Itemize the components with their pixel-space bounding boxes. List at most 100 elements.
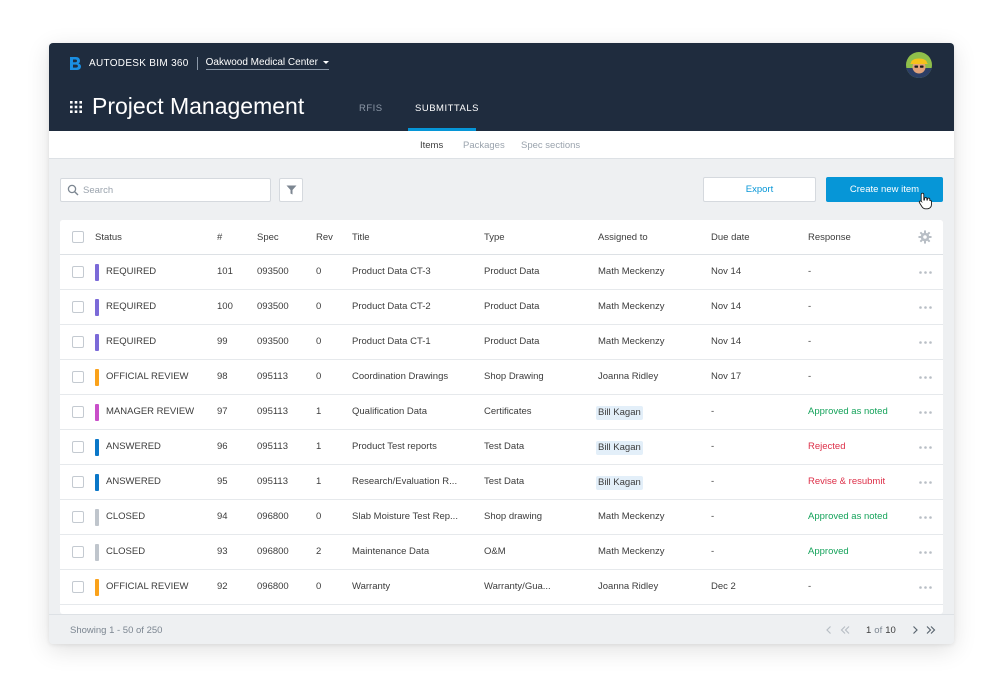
column-header-due-date[interactable]: Due date <box>711 232 750 243</box>
more-options-icon[interactable] <box>919 481 932 484</box>
due-date-cell: - <box>711 511 715 522</box>
status-cell: OFFICIAL REVIEW <box>106 371 189 382</box>
row-checkbox[interactable] <box>72 581 84 593</box>
title-cell[interactable]: Product Data CT-2 <box>352 301 431 312</box>
previous-page-icon[interactable] <box>824 625 834 635</box>
response-cell: Approved <box>808 546 849 557</box>
rev-cell: 1 <box>316 406 322 417</box>
gear-icon[interactable] <box>918 230 932 244</box>
column-header-response[interactable]: Response <box>808 232 851 243</box>
hand-cursor-icon <box>918 192 932 210</box>
type-cell: Test Data <box>484 476 525 487</box>
table-row[interactable]: MANAGER REVIEW 97 095113 1 Qualification… <box>60 395 943 430</box>
apps-grid-icon[interactable] <box>70 101 82 113</box>
spec-cell: 095113 <box>257 441 288 452</box>
filter-button[interactable] <box>279 178 303 202</box>
row-checkbox[interactable] <box>72 546 84 558</box>
more-options-icon[interactable] <box>919 271 932 274</box>
row-checkbox[interactable] <box>72 301 84 313</box>
more-options-icon[interactable] <box>919 306 932 309</box>
page-of-label: of <box>874 624 883 636</box>
subtab-packages[interactable]: Packages <box>463 140 505 151</box>
status-cell: ANSWERED <box>106 441 161 452</box>
tab-submittals[interactable]: SUBMITTALS <box>415 103 479 114</box>
more-options-icon[interactable] <box>919 341 932 344</box>
column-header-title[interactable]: Title <box>352 232 370 243</box>
tab-rfis[interactable]: RFIS <box>359 103 383 114</box>
table-row[interactable]: REQUIRED 100 093500 0 Product Data CT-2 … <box>60 290 943 325</box>
due-date-cell: - <box>711 546 715 557</box>
response-cell: - <box>808 266 812 277</box>
pagination: 1 of 10 <box>824 623 936 637</box>
title-cell[interactable]: Qualification Data <box>352 406 427 417</box>
column-header-number[interactable]: # <box>217 232 223 243</box>
more-options-icon[interactable] <box>919 411 932 414</box>
table-row[interactable]: ANSWERED 95 095113 1 Research/Evaluation… <box>60 465 943 500</box>
user-avatar[interactable] <box>906 52 932 78</box>
more-options-icon[interactable] <box>919 516 932 519</box>
title-cell[interactable]: Product Data CT-3 <box>352 266 431 277</box>
table-row[interactable]: OFFICIAL REVIEW 98 095113 0 Coordination… <box>60 360 943 395</box>
project-selector[interactable]: Oakwood Medical Center <box>205 57 329 70</box>
table-row[interactable]: REQUIRED 101 093500 0 Product Data CT-3 … <box>60 255 943 290</box>
row-checkbox[interactable] <box>72 406 84 418</box>
title-cell[interactable]: Slab Moisture Test Rep... <box>352 511 458 522</box>
first-page-icon[interactable] <box>840 625 850 635</box>
title-cell[interactable]: Warranty <box>352 581 391 592</box>
rev-cell: 0 <box>316 266 322 277</box>
subtab-spec-sections[interactable]: Spec sections <box>521 140 581 151</box>
row-checkbox[interactable] <box>72 371 84 383</box>
title-cell[interactable]: Coordination Drawings <box>352 371 449 382</box>
select-all-checkbox[interactable] <box>72 231 84 243</box>
more-options-icon[interactable] <box>919 551 932 554</box>
table-footer: Showing 1 - 50 of 250 1 of 10 <box>49 614 954 644</box>
row-checkbox[interactable] <box>72 336 84 348</box>
next-page-icon[interactable] <box>910 625 920 635</box>
rev-cell: 0 <box>316 336 322 347</box>
status-color-bar <box>95 369 99 386</box>
more-options-icon[interactable] <box>919 376 932 379</box>
spec-cell: 096800 <box>257 511 289 522</box>
status-cell: OFFICIAL REVIEW <box>106 581 189 592</box>
title-cell[interactable]: Product Test reports <box>352 441 437 452</box>
assigned-to-cell: Bill Kagan <box>596 441 643 455</box>
column-header-assigned-to[interactable]: Assigned to <box>598 232 648 243</box>
column-header-spec[interactable]: Spec <box>257 232 279 243</box>
table-row[interactable]: OFFICIAL REVIEW 92 096800 0 Warranty War… <box>60 570 943 605</box>
column-header-type[interactable]: Type <box>484 232 505 243</box>
current-page[interactable]: 1 <box>866 624 872 636</box>
filter-icon <box>286 185 296 195</box>
row-checkbox[interactable] <box>72 266 84 278</box>
row-checkbox[interactable] <box>72 441 84 453</box>
status-color-bar <box>95 544 99 561</box>
table-row[interactable]: ANSWERED 96 095113 1 Product Test report… <box>60 430 943 465</box>
assigned-to-cell: Joanna Ridley <box>598 371 659 382</box>
response-cell: Revise & resubmit <box>808 476 886 487</box>
spec-cell: 093500 <box>257 301 289 312</box>
type-cell: Shop drawing <box>484 511 543 522</box>
assigned-to-cell: Joanna Ridley <box>598 581 659 592</box>
status-color-bar <box>95 299 99 316</box>
subtab-items[interactable]: Items <box>420 140 444 151</box>
title-cell[interactable]: Research/Evaluation R... <box>352 476 458 487</box>
export-button[interactable]: Export <box>703 177 816 202</box>
number-cell: 93 <box>217 546 228 557</box>
row-checkbox[interactable] <box>72 511 84 523</box>
assigned-to-cell: Bill Kagan <box>596 476 643 490</box>
column-header-status[interactable]: Status <box>95 232 122 243</box>
row-checkbox[interactable] <box>72 476 84 488</box>
more-options-icon[interactable] <box>919 446 932 449</box>
search-input[interactable] <box>83 182 263 198</box>
table-row[interactable]: CLOSED 94 096800 0 Slab Moisture Test Re… <box>60 500 943 535</box>
table-row[interactable]: REQUIRED 99 093500 0 Product Data CT-1 P… <box>60 325 943 360</box>
table-row[interactable]: CLOSED 93 096800 2 Maintenance Data O&M … <box>60 535 943 570</box>
rev-cell: 0 <box>316 371 322 382</box>
last-page-icon[interactable] <box>926 625 936 635</box>
column-header-rev[interactable]: Rev <box>316 232 333 243</box>
title-cell[interactable]: Maintenance Data <box>352 546 430 557</box>
more-options-icon[interactable] <box>919 586 932 589</box>
response-cell: - <box>808 581 812 592</box>
title-cell[interactable]: Product Data CT-1 <box>352 336 431 347</box>
due-date-cell: - <box>711 406 715 417</box>
response-cell: - <box>808 301 812 312</box>
